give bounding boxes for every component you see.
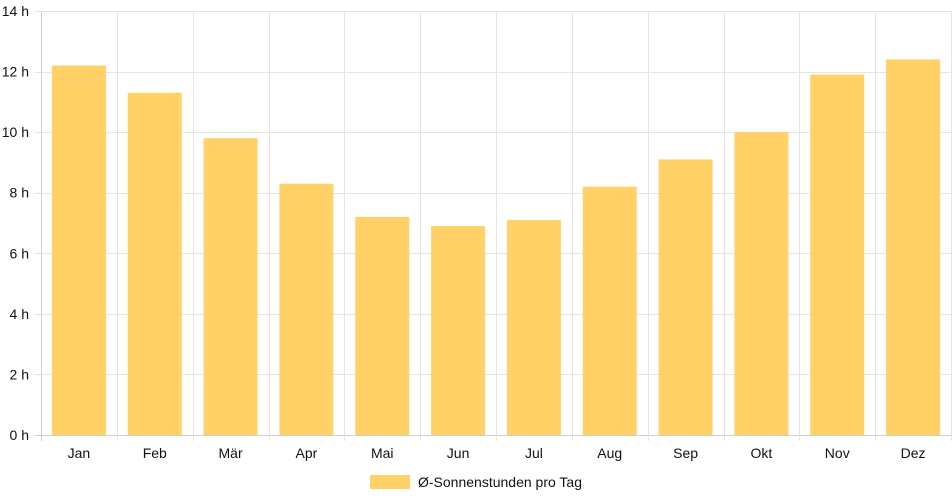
x-tick-label: Jul bbox=[525, 445, 543, 461]
grid-lines bbox=[35, 11, 952, 441]
y-tick-label: 6 h bbox=[10, 245, 29, 261]
legend[interactable]: Ø-Sonnenstunden pro Tag bbox=[370, 474, 582, 490]
y-tick-label: 4 h bbox=[10, 306, 29, 322]
bar-Apr[interactable] bbox=[279, 183, 334, 435]
y-tick-label: 14 h bbox=[2, 3, 29, 19]
y-tick-label: 8 h bbox=[10, 185, 29, 201]
bar-Okt[interactable] bbox=[734, 132, 789, 435]
legend-label[interactable]: Ø-Sonnenstunden pro Tag bbox=[418, 474, 582, 490]
x-tick-label: Nov bbox=[825, 445, 850, 461]
x-tick-label: Apr bbox=[296, 445, 318, 461]
x-tick-label: Mär bbox=[219, 445, 243, 461]
bar-Jan[interactable] bbox=[51, 65, 106, 435]
x-tick-label: Okt bbox=[751, 445, 773, 461]
x-tick-label: Aug bbox=[597, 445, 622, 461]
y-axis-ticks: 0 h 2 h 4 h 6 h 8 h 10 h 12 h 14 h bbox=[2, 3, 29, 443]
bar-Mai[interactable] bbox=[355, 216, 410, 435]
x-tick-label: Dez bbox=[901, 445, 926, 461]
x-tick-label: Jan bbox=[68, 445, 91, 461]
bar-Dez[interactable] bbox=[886, 59, 941, 435]
bar-Jun[interactable] bbox=[431, 226, 486, 435]
bar-Aug[interactable] bbox=[582, 186, 637, 435]
y-tick-label: 0 h bbox=[10, 427, 29, 443]
x-tick-label: Jun bbox=[447, 445, 470, 461]
bars bbox=[51, 59, 941, 436]
bar-Nov[interactable] bbox=[810, 74, 865, 435]
bar-Feb[interactable] bbox=[127, 92, 182, 436]
x-axis-ticks: Jan Feb Mär Apr Mai Jun Jul Aug Sep Okt Nov Dez bbox=[68, 445, 926, 461]
y-tick-label: 2 h bbox=[10, 366, 29, 382]
legend-swatch[interactable] bbox=[370, 475, 410, 489]
x-tick-label: Feb bbox=[143, 445, 167, 461]
y-tick-label: 10 h bbox=[2, 124, 29, 140]
x-tick-label: Mai bbox=[371, 445, 394, 461]
x-tick-label: Sep bbox=[673, 445, 698, 461]
y-tick-label: 12 h bbox=[2, 64, 29, 80]
bar-Jul[interactable] bbox=[506, 219, 561, 435]
bar-Sep[interactable] bbox=[658, 159, 713, 435]
bar-Mär[interactable] bbox=[203, 138, 258, 435]
